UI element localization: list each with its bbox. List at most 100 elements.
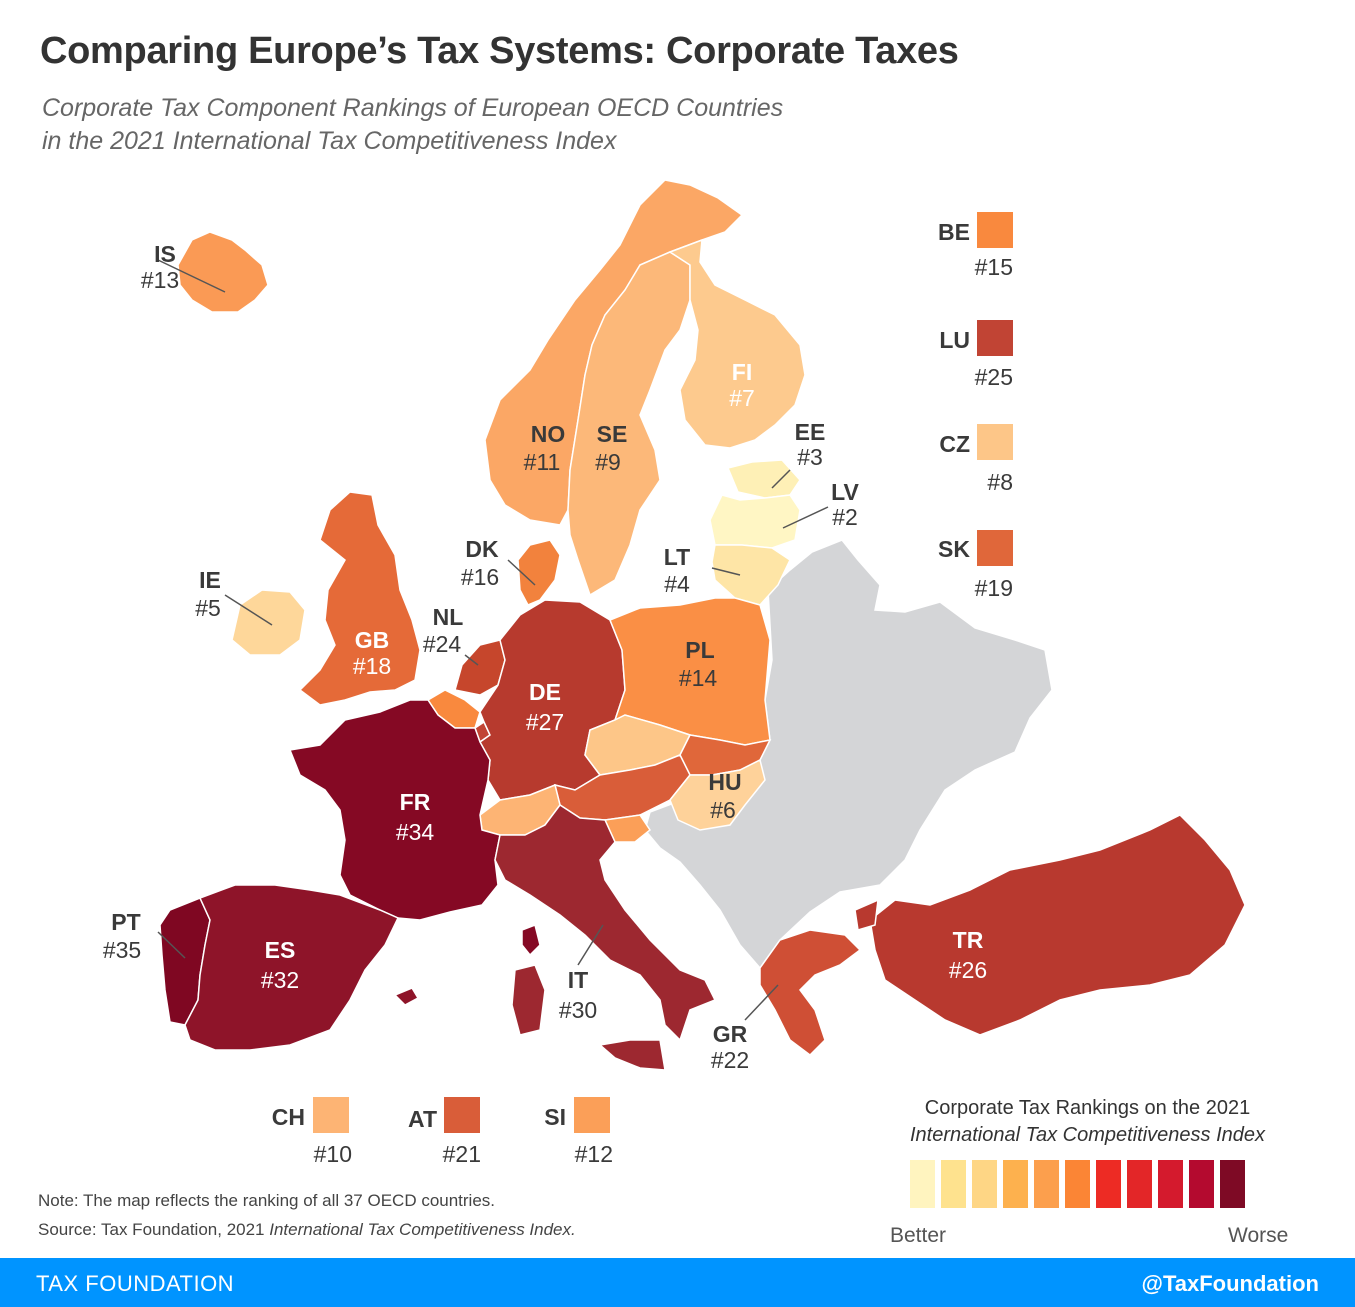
label-se-code: SE xyxy=(597,421,628,447)
label-fr-code: FR xyxy=(400,789,431,815)
label-ie-code: IE xyxy=(199,567,221,593)
leader-line-dk xyxy=(507,559,536,586)
country-IT[interactable] xyxy=(494,803,717,1042)
label-no-code: NO xyxy=(531,421,566,447)
label-hu-code: HU xyxy=(708,769,741,795)
label-dk-rank: #16 xyxy=(461,564,499,590)
country-TR[interactable] xyxy=(869,814,1246,1036)
legend-swatch-10 xyxy=(1189,1160,1214,1208)
label-is-code: IS xyxy=(154,241,176,267)
country-IT-sardinia[interactable] xyxy=(511,964,546,1036)
label-ie-rank: #5 xyxy=(195,595,221,621)
label-pt-code: PT xyxy=(111,909,140,935)
label-es-rank: #32 xyxy=(261,967,299,993)
subtitle-line-2: in the 2021 International Tax Competitiv… xyxy=(42,127,617,155)
label-nl-code: NL xyxy=(433,604,464,630)
callout-si-code: SI xyxy=(544,1104,566,1130)
page-title: Comparing Europe’s Tax Systems: Corporat… xyxy=(40,30,959,72)
callout-be-swatch xyxy=(977,212,1013,248)
source-prefix: Source: Tax Foundation, 2021 xyxy=(38,1220,270,1239)
callout-lu-code: LU xyxy=(939,327,970,353)
label-gr-rank: #22 xyxy=(711,1047,749,1073)
footer-handle[interactable]: @TaxFoundation xyxy=(1141,1271,1319,1296)
legend-color-scale xyxy=(910,1160,1245,1208)
notes: Note: The map reflects the ranking of al… xyxy=(38,1186,576,1244)
label-nl-rank: #24 xyxy=(423,631,462,657)
legend-title-line-2: International Tax Competitiveness Index xyxy=(909,1124,1266,1146)
label-gr-code: GR xyxy=(713,1021,748,1047)
legend-swatch-1 xyxy=(910,1160,935,1208)
country-labels: IS #13 NO #11 SE #9 FI #7 EE #3 LV #2 LT… xyxy=(103,241,987,1073)
country-ES[interactable] xyxy=(184,884,400,1051)
label-lv-code: LV xyxy=(831,479,859,505)
label-dk-code: DK xyxy=(465,536,499,562)
legend-swatch-11 xyxy=(1220,1160,1245,1208)
label-lt-rank: #4 xyxy=(664,571,690,597)
callout-sk-rank: #19 xyxy=(975,575,1013,601)
country-SE[interactable] xyxy=(567,251,691,597)
legend-title-line-1: Corporate Tax Rankings on the 2021 xyxy=(924,1097,1251,1119)
callout-be: BE #15 xyxy=(938,212,1013,280)
country-IT-sicily[interactable] xyxy=(598,1039,666,1071)
leader-line-nl xyxy=(464,654,479,666)
country-EE[interactable] xyxy=(726,459,801,499)
label-ee-code: EE xyxy=(795,419,826,445)
label-gb-code: GB xyxy=(355,627,390,653)
label-tr-rank: #26 xyxy=(949,957,987,983)
country-FI[interactable] xyxy=(668,238,806,449)
legend-swatch-5 xyxy=(1034,1160,1059,1208)
country-GR[interactable] xyxy=(759,929,862,1056)
country-DK[interactable] xyxy=(517,539,561,606)
footer-brand[interactable]: TAX FOUNDATION xyxy=(36,1271,235,1296)
country-LT[interactable] xyxy=(711,544,791,606)
country-FR[interactable] xyxy=(288,699,501,921)
label-gb-rank: #18 xyxy=(353,653,391,679)
callout-lu-rank: #25 xyxy=(975,364,1013,390)
callout-at-code: AT xyxy=(408,1106,437,1132)
callout-si-swatch xyxy=(574,1097,610,1133)
callout-ch-rank: #10 xyxy=(314,1141,352,1167)
subtitle-line-1: Corporate Tax Component Rankings of Euro… xyxy=(42,94,784,122)
leader-line-lv xyxy=(782,506,829,529)
country-GB[interactable] xyxy=(298,491,421,706)
country-IS[interactable] xyxy=(177,231,269,313)
leader-line-pt xyxy=(157,931,186,959)
callout-cz: CZ #8 xyxy=(939,424,1013,495)
country-FR-corsica[interactable] xyxy=(521,923,541,957)
callout-ch-swatch xyxy=(313,1097,349,1133)
callout-lu-swatch xyxy=(977,320,1013,356)
label-de-rank: #27 xyxy=(526,709,564,735)
label-pl-rank: #14 xyxy=(679,665,718,691)
legend-swatch-7 xyxy=(1096,1160,1121,1208)
label-fi-code: FI xyxy=(732,359,752,385)
label-no-rank: #11 xyxy=(524,449,561,475)
label-pt-rank: #35 xyxy=(103,937,141,963)
leader-line-ie xyxy=(224,594,273,626)
label-es-code: ES xyxy=(265,937,296,963)
legend-swatch-3 xyxy=(972,1160,997,1208)
leader-line-is xyxy=(157,259,226,293)
label-tr-code: TR xyxy=(953,927,984,953)
legend-better-label: Better xyxy=(890,1224,947,1247)
country-ES-balearics[interactable] xyxy=(393,987,420,1006)
country-LV[interactable] xyxy=(709,494,801,549)
legend-swatch-2 xyxy=(941,1160,966,1208)
label-it-code: IT xyxy=(568,967,588,993)
callout-sk: SK #19 xyxy=(938,530,1013,601)
callout-be-rank: #15 xyxy=(975,254,1013,280)
label-lt-code: LT xyxy=(664,544,690,570)
label-de-code: DE xyxy=(529,679,561,705)
callout-cz-swatch xyxy=(977,424,1013,460)
callout-sk-code: SK xyxy=(938,536,970,562)
source-italic: International Tax Competitiveness Index. xyxy=(269,1220,576,1239)
callout-ch: CH #10 xyxy=(272,1097,352,1167)
country-HU[interactable] xyxy=(669,758,766,831)
legend-swatch-4 xyxy=(1003,1160,1028,1208)
country-TR-thrace[interactable] xyxy=(854,898,879,931)
label-pl-code: PL xyxy=(685,637,714,663)
note-text: Note: The map reflects the ranking of al… xyxy=(38,1191,496,1210)
legend-title: Corporate Tax Rankings on the 2021 Inter… xyxy=(860,1095,1315,1149)
label-se-rank: #9 xyxy=(595,449,621,475)
callout-lu: LU #25 xyxy=(939,320,1013,390)
legend-swatch-9 xyxy=(1158,1160,1183,1208)
